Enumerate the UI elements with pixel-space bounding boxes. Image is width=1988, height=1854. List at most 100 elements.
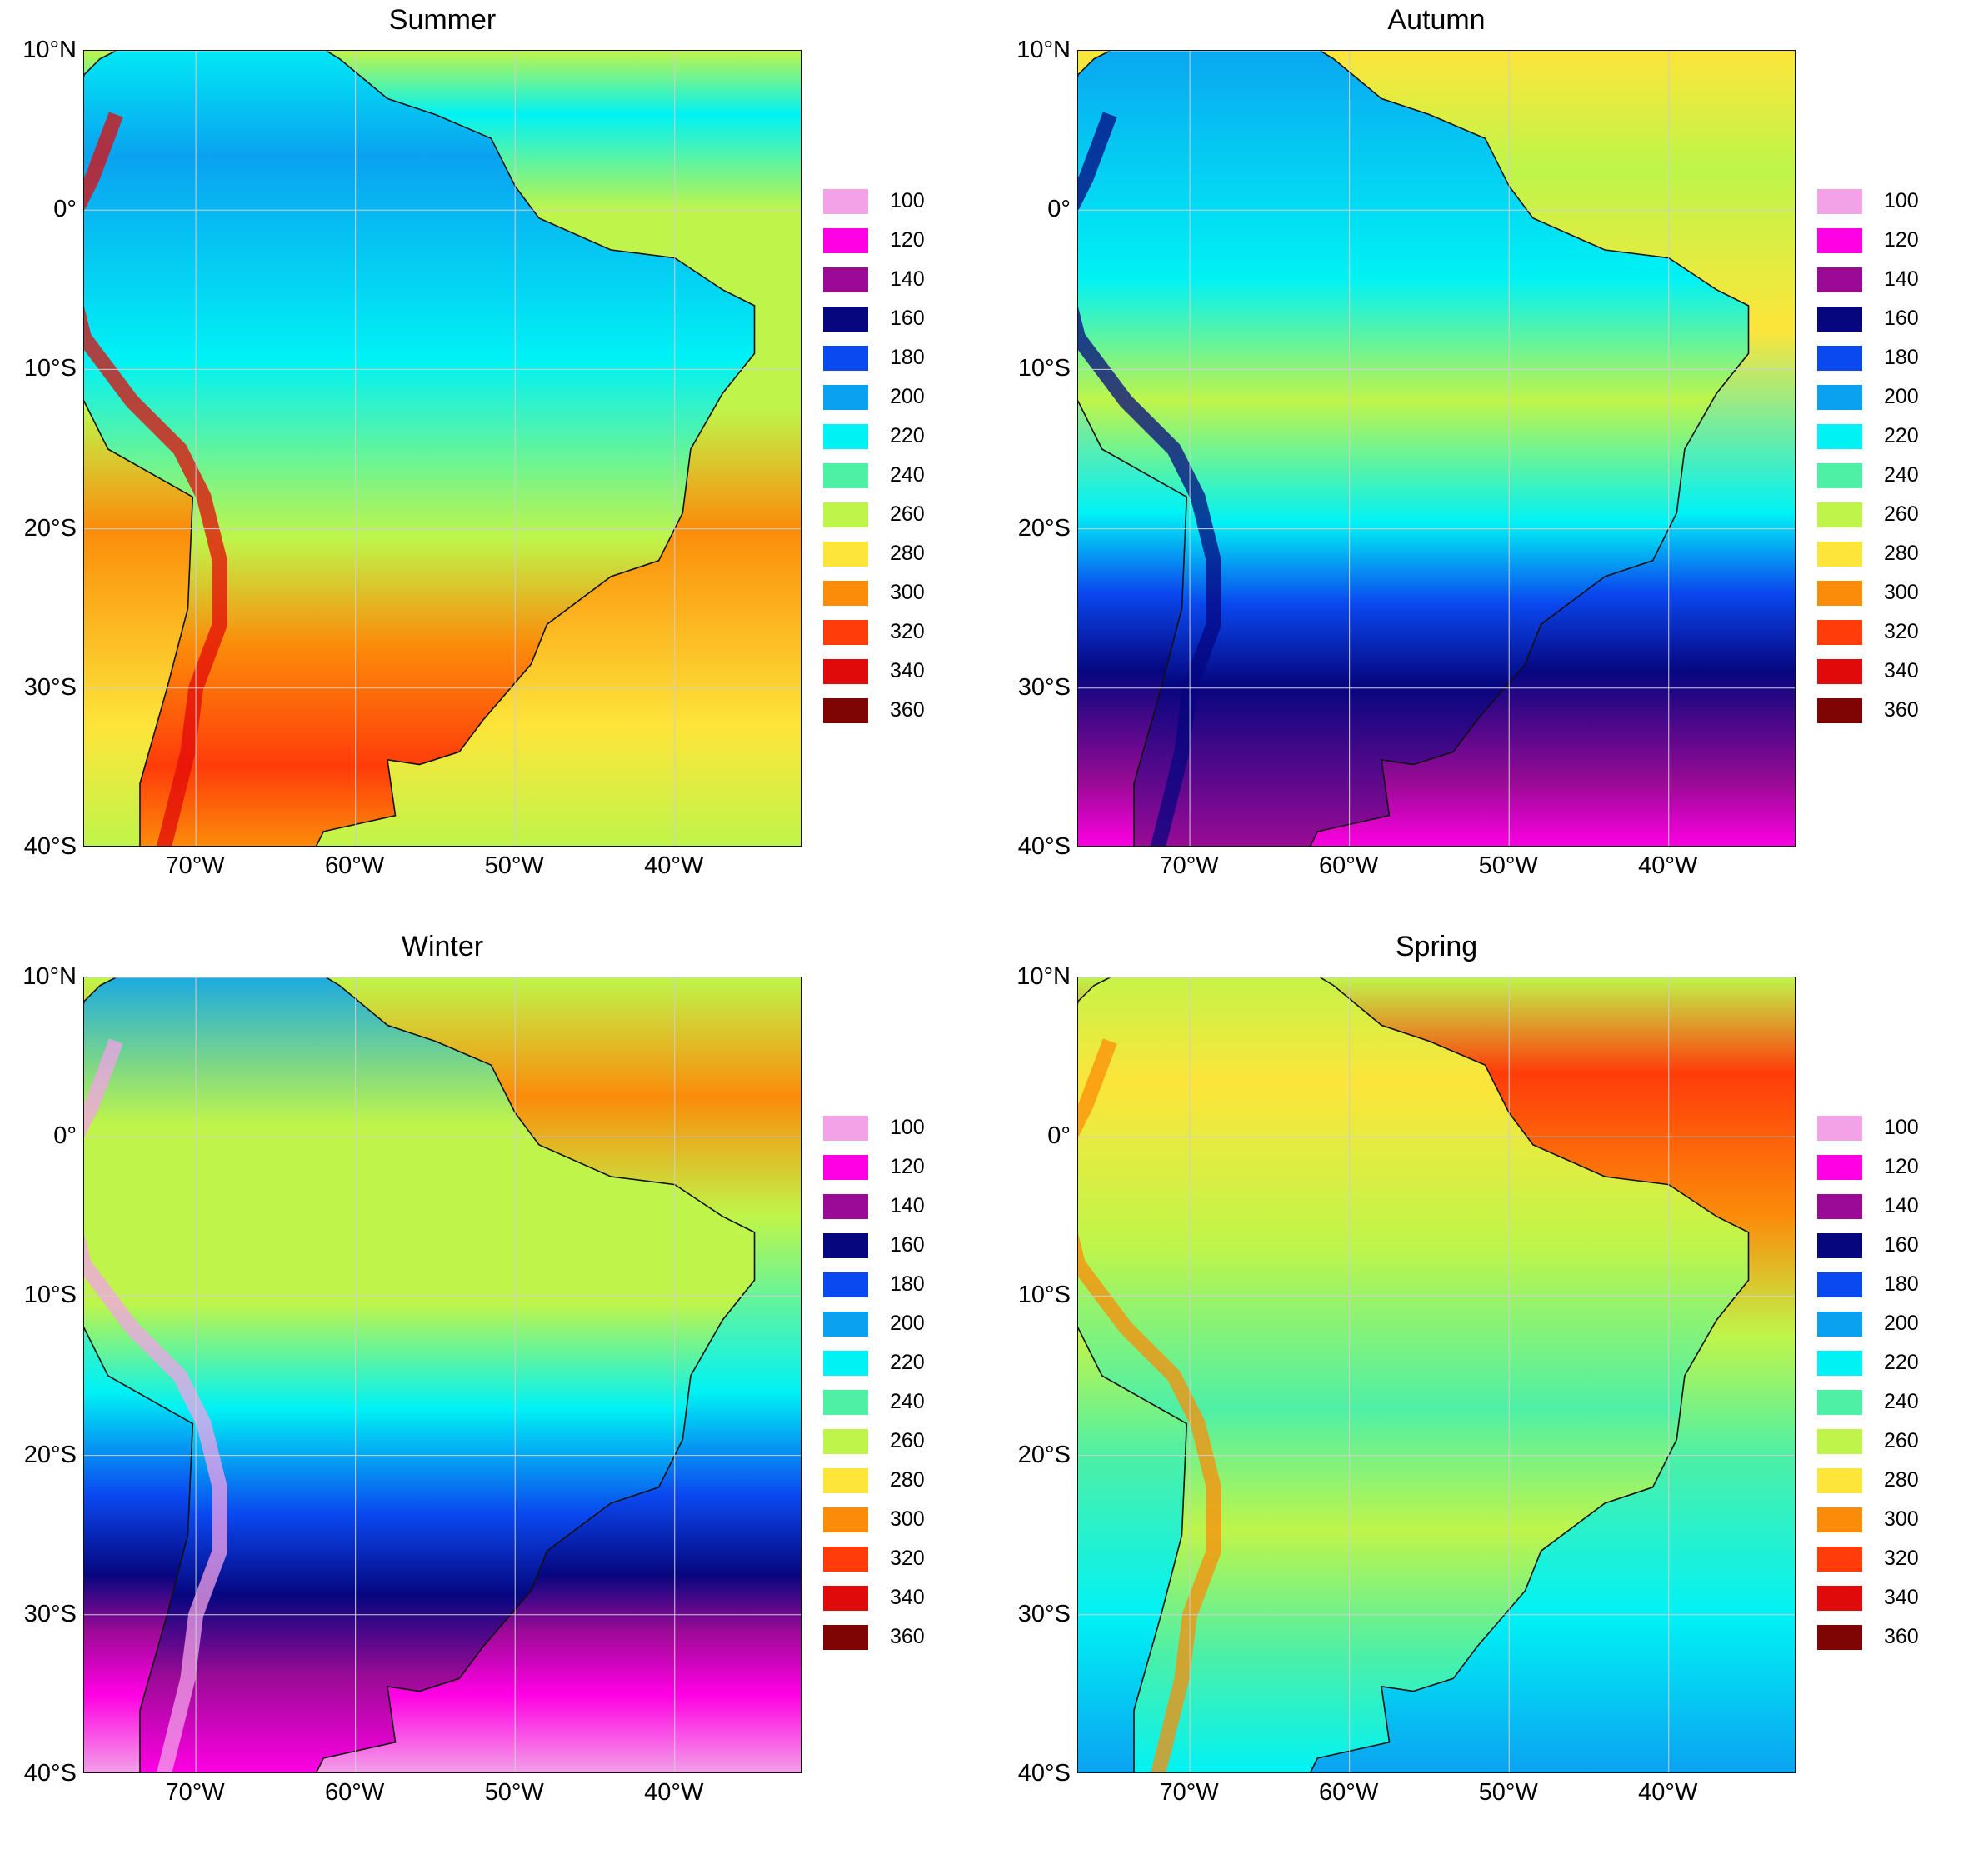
legend-item: 260 xyxy=(823,1422,925,1461)
latitude-tick-label: 20°S xyxy=(1017,1441,1071,1468)
color-legend: 100 120 140 160 180 200 220 240 260 280 300 320 340 3… xyxy=(1817,182,1919,730)
legend-label: 100 xyxy=(890,1116,925,1139)
legend-item: 240 xyxy=(823,456,925,495)
legend-swatch xyxy=(1817,580,1862,606)
legend-label: 260 xyxy=(1884,502,1919,526)
longitude-tick-label: 40°W xyxy=(1638,852,1698,879)
legend-swatch xyxy=(823,697,868,723)
legend-item: 260 xyxy=(823,495,925,534)
legend-label: 340 xyxy=(1884,659,1919,682)
longitude-tick-label: 60°W xyxy=(325,852,385,879)
legend-label: 340 xyxy=(890,1586,925,1609)
legend-label: 240 xyxy=(890,463,925,487)
legend-label: 340 xyxy=(890,659,925,682)
legend-item: 320 xyxy=(823,1539,925,1578)
map-area xyxy=(1077,50,1796,847)
legend-item: 160 xyxy=(823,1226,925,1265)
legend-label: 180 xyxy=(890,1272,925,1296)
legend-label: 100 xyxy=(1884,189,1919,212)
legend-item: 140 xyxy=(823,260,925,299)
legend-label: 360 xyxy=(1884,698,1919,722)
legend-item: 220 xyxy=(1817,1343,1919,1382)
legend-swatch xyxy=(1817,1232,1862,1258)
panel-title: Winter xyxy=(401,931,484,962)
legend-swatch xyxy=(823,188,868,214)
andes-band xyxy=(84,112,227,846)
legend-label: 360 xyxy=(890,1625,925,1648)
legend-swatch xyxy=(823,1507,868,1532)
legend-swatch xyxy=(823,306,868,332)
legend-swatch xyxy=(1817,1624,1862,1650)
legend-item: 100 xyxy=(823,182,925,221)
legend-label: 160 xyxy=(1884,307,1919,330)
legend-item: 120 xyxy=(1817,221,1919,260)
legend-label: 360 xyxy=(890,698,925,722)
legend-item: 300 xyxy=(1817,1500,1919,1539)
legend-swatch xyxy=(1817,306,1862,332)
andes-band xyxy=(1078,1038,1221,1772)
legend-swatch xyxy=(1817,384,1862,410)
legend-item: 280 xyxy=(1817,534,1919,573)
legend-label: 300 xyxy=(1884,581,1919,604)
legend-label: 120 xyxy=(1884,1155,1919,1178)
latitude-tick-label: 30°S xyxy=(23,673,77,701)
legend-swatch xyxy=(1817,1389,1862,1415)
legend-swatch xyxy=(1817,1272,1862,1297)
legend-item: 360 xyxy=(823,1617,925,1657)
latitude-tick-label: 40°S xyxy=(1017,833,1071,860)
legend-swatch xyxy=(823,423,868,449)
legend-label: 300 xyxy=(1884,1507,1919,1531)
longitude-tick-label: 40°W xyxy=(1638,1779,1698,1806)
latitude-tick-label: 20°S xyxy=(23,1441,77,1468)
latitude-tick-label: 10°N xyxy=(1016,963,1071,990)
legend-label: 320 xyxy=(1884,1547,1919,1570)
latitude-tick-label: 0° xyxy=(53,1122,77,1150)
legend-swatch xyxy=(823,1389,868,1415)
legend-item: 360 xyxy=(1817,691,1919,730)
legend-label: 260 xyxy=(890,1429,925,1452)
legend-label: 120 xyxy=(890,228,925,252)
map-area xyxy=(83,50,802,847)
legend-label: 100 xyxy=(890,189,925,212)
latitude-tick-label: 40°S xyxy=(1017,1760,1071,1787)
legend-label: 160 xyxy=(1884,1233,1919,1257)
legend-swatch xyxy=(1817,1311,1862,1337)
legend-label: 160 xyxy=(890,307,925,330)
longitude-tick-label: 40°W xyxy=(644,852,704,879)
longitude-tick-label: 70°W xyxy=(1159,852,1219,879)
legend-label: 300 xyxy=(890,1507,925,1531)
legend-swatch xyxy=(1817,188,1862,214)
legend-swatch xyxy=(1817,502,1862,527)
legend-swatch xyxy=(823,658,868,684)
legend-swatch xyxy=(1817,1467,1862,1493)
longitude-tick-label: 60°W xyxy=(1319,1779,1379,1806)
legend-item: 100 xyxy=(823,1108,925,1147)
legend-label: 320 xyxy=(890,620,925,643)
continent-outline xyxy=(84,51,756,846)
legend-swatch xyxy=(1817,541,1862,567)
legend-item: 180 xyxy=(823,338,925,377)
legend-swatch xyxy=(823,1585,868,1611)
legend-label: 320 xyxy=(890,1547,925,1570)
legend-label: 320 xyxy=(1884,620,1919,643)
legend-label: 300 xyxy=(890,581,925,604)
legend-item: 180 xyxy=(1817,338,1919,377)
legend-item: 300 xyxy=(823,573,925,612)
latitude-tick-label: 0° xyxy=(53,196,77,223)
latitude-tick-label: 0° xyxy=(1047,1122,1071,1150)
legend-item: 340 xyxy=(1817,652,1919,691)
longitude-tick-label: 70°W xyxy=(165,852,225,879)
legend-swatch xyxy=(823,1311,868,1337)
latitude-tick-label: 30°S xyxy=(1017,673,1071,701)
latitude-tick-label: 20°S xyxy=(1017,514,1071,542)
legend-swatch xyxy=(1817,619,1862,645)
panel-title: Autumn xyxy=(1387,4,1486,36)
legend-item: 320 xyxy=(823,612,925,652)
legend-label: 140 xyxy=(1884,1194,1919,1217)
panel-title: Summer xyxy=(388,4,497,36)
continent-outline xyxy=(1078,51,1750,846)
legend-label: 180 xyxy=(1884,1272,1919,1296)
legend-label: 200 xyxy=(1884,385,1919,408)
legend-item: 120 xyxy=(1817,1147,1919,1187)
panel-autumn: Autumn 10°N 0° 10°S 20°S 30°S 40°S 70°W 60°W 50°W… xyxy=(994,0,1988,927)
